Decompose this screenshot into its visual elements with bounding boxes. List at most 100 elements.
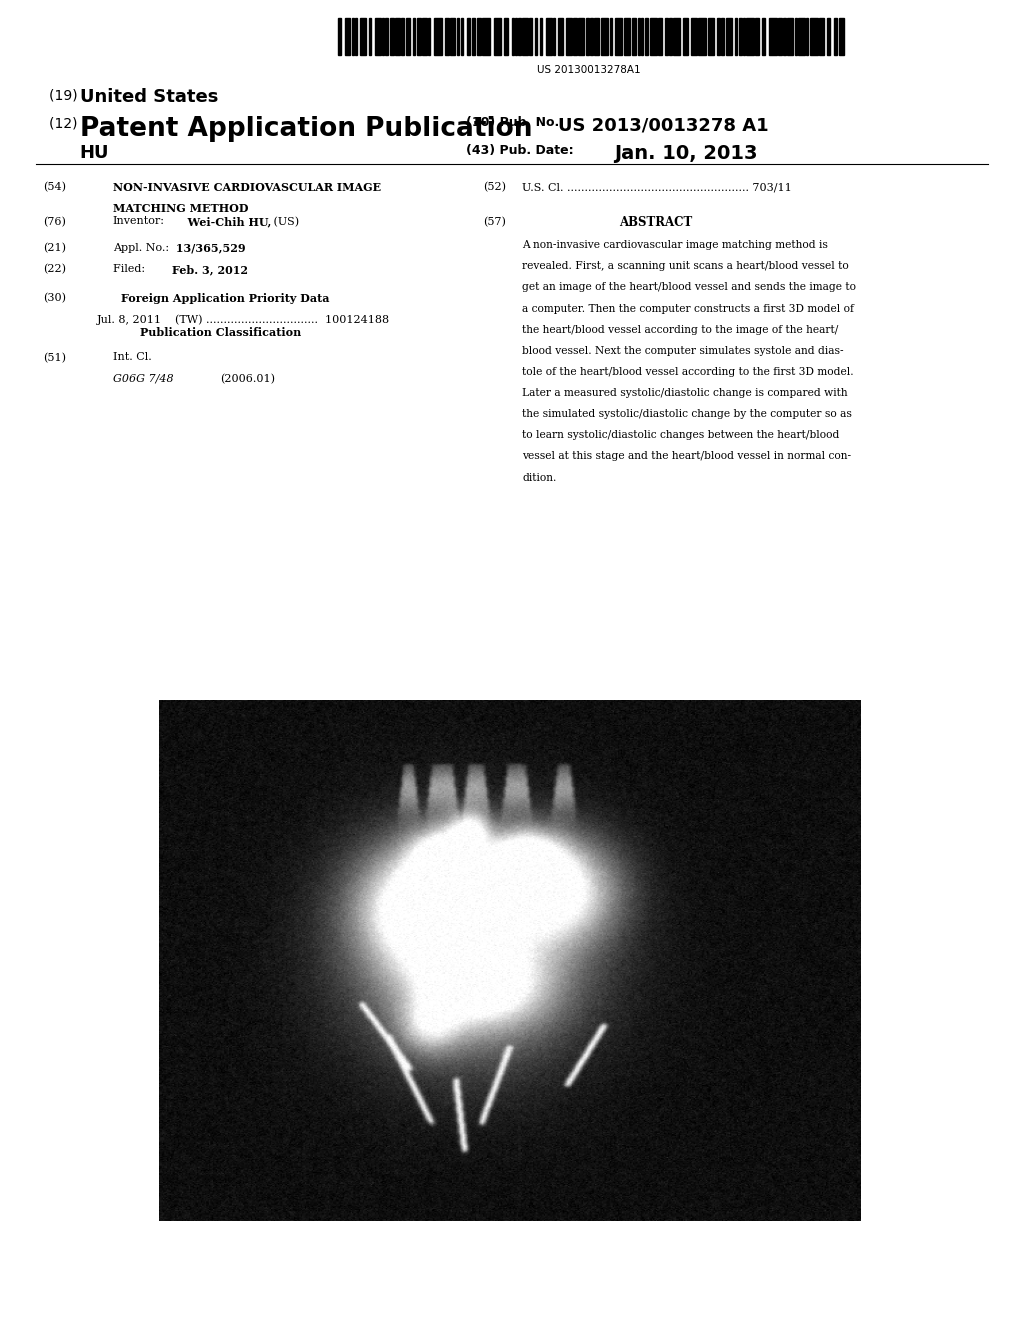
Bar [683, 18, 688, 55]
Bar [518, 18, 521, 55]
Bar [417, 18, 421, 55]
Text: the simulated systolic/diastolic change by the computer so as: the simulated systolic/diastolic change … [522, 409, 852, 420]
Text: (30): (30) [43, 293, 66, 304]
Bar [615, 18, 622, 55]
Bar [375, 18, 381, 55]
Text: Publication Classification: Publication Classification [139, 327, 301, 338]
Text: 13/365,529: 13/365,529 [172, 243, 246, 253]
Bar [735, 18, 737, 55]
Text: HU: HU [80, 144, 110, 162]
Bar [504, 18, 508, 55]
Bar [839, 18, 844, 55]
Text: the heart/blood vessel according to the image of the heart/: the heart/blood vessel according to the … [522, 325, 839, 335]
Bar [355, 18, 357, 55]
Bar [352, 18, 354, 55]
Text: (22): (22) [43, 264, 66, 275]
Text: Inventor:: Inventor: [113, 216, 165, 227]
Text: revealed. First, a scanning unit scans a heart/blood vessel to: revealed. First, a scanning unit scans a… [522, 261, 849, 272]
Bar [457, 18, 459, 55]
Text: Feb. 3, 2012: Feb. 3, 2012 [172, 264, 248, 275]
Text: Jan. 10, 2013: Jan. 10, 2013 [614, 144, 758, 162]
Bar [658, 18, 662, 55]
Text: (10) Pub. No.:: (10) Pub. No.: [466, 116, 564, 129]
Bar [650, 18, 657, 55]
Text: Filed:: Filed: [113, 264, 166, 275]
Text: U.S. Cl. .................................................... 703/11: U.S. Cl. ...............................… [522, 182, 792, 193]
Bar [795, 18, 797, 55]
Text: G06G 7/48: G06G 7/48 [113, 374, 173, 384]
Text: vessel at this stage and the heart/blood vessel in normal con-: vessel at this stage and the heart/blood… [522, 451, 851, 462]
Bar [566, 18, 572, 55]
Bar [590, 18, 593, 55]
Bar [461, 18, 463, 55]
Text: dition.: dition. [522, 473, 557, 483]
Bar [482, 18, 490, 55]
Bar [428, 18, 430, 55]
Text: US 20130013278A1: US 20130013278A1 [537, 65, 641, 75]
Bar [515, 18, 517, 55]
Bar [787, 18, 793, 55]
Bar [834, 18, 837, 55]
Text: to learn systolic/diastolic changes between the heart/blood: to learn systolic/diastolic changes betw… [522, 430, 840, 441]
Bar [669, 18, 672, 55]
Text: (51): (51) [43, 352, 66, 363]
Bar [806, 18, 808, 55]
Bar [610, 18, 612, 55]
Bar [783, 18, 786, 55]
Bar [673, 18, 680, 55]
Bar [385, 18, 388, 55]
Text: Patent Application Publication: Patent Application Publication [80, 116, 532, 143]
Bar [762, 18, 765, 55]
Bar [512, 18, 514, 55]
Text: NON-INVASIVE CARDIOVASCULAR IMAGE: NON-INVASIVE CARDIOVASCULAR IMAGE [113, 182, 381, 193]
Bar [360, 18, 366, 55]
Bar [746, 18, 754, 55]
Bar [494, 18, 501, 55]
Text: tole of the heart/blood vessel according to the first 3D model.: tole of the heart/blood vessel according… [522, 367, 854, 378]
Bar [382, 18, 384, 55]
Bar [413, 18, 415, 55]
Bar [691, 18, 697, 55]
Bar [819, 18, 824, 55]
Bar [450, 18, 455, 55]
Bar [769, 18, 777, 55]
Bar [578, 18, 584, 55]
Bar [546, 18, 552, 55]
Bar [586, 18, 589, 55]
Text: (57): (57) [483, 216, 506, 227]
Bar [573, 18, 577, 55]
Bar [601, 18, 608, 55]
Bar [632, 18, 636, 55]
Text: (19): (19) [49, 88, 82, 103]
Bar [390, 18, 394, 55]
Text: (US): (US) [270, 216, 299, 227]
Bar [665, 18, 668, 55]
Text: US 2013/0013278 A1: US 2013/0013278 A1 [558, 116, 769, 135]
Bar [717, 18, 720, 55]
Bar [401, 18, 404, 55]
Bar [641, 18, 643, 55]
Bar [540, 18, 542, 55]
Bar [535, 18, 537, 55]
Bar [739, 18, 742, 55]
Bar [345, 18, 350, 55]
Bar [827, 18, 830, 55]
Bar [338, 18, 341, 55]
Bar [406, 18, 410, 55]
Text: United States: United States [80, 88, 218, 107]
Text: (12): (12) [49, 116, 82, 131]
Text: (43) Pub. Date:: (43) Pub. Date: [466, 144, 573, 157]
Text: Jul. 8, 2011    (TW) ................................  100124188: Jul. 8, 2011 (TW) ......................… [97, 314, 390, 325]
Text: MATCHING METHOD: MATCHING METHOD [113, 203, 248, 214]
Bar [778, 18, 782, 55]
Text: a computer. Then the computer constructs a first 3D model of: a computer. Then the computer constructs… [522, 304, 854, 314]
Bar [798, 18, 805, 55]
Text: Int. Cl.: Int. Cl. [113, 352, 152, 363]
Bar [529, 18, 532, 55]
Bar [698, 18, 706, 55]
Text: (21): (21) [43, 243, 66, 253]
Bar [558, 18, 563, 55]
Text: (2006.01): (2006.01) [220, 374, 275, 384]
Bar [755, 18, 759, 55]
Text: Later a measured systolic/diastolic change is compared with: Later a measured systolic/diastolic chan… [522, 388, 848, 399]
